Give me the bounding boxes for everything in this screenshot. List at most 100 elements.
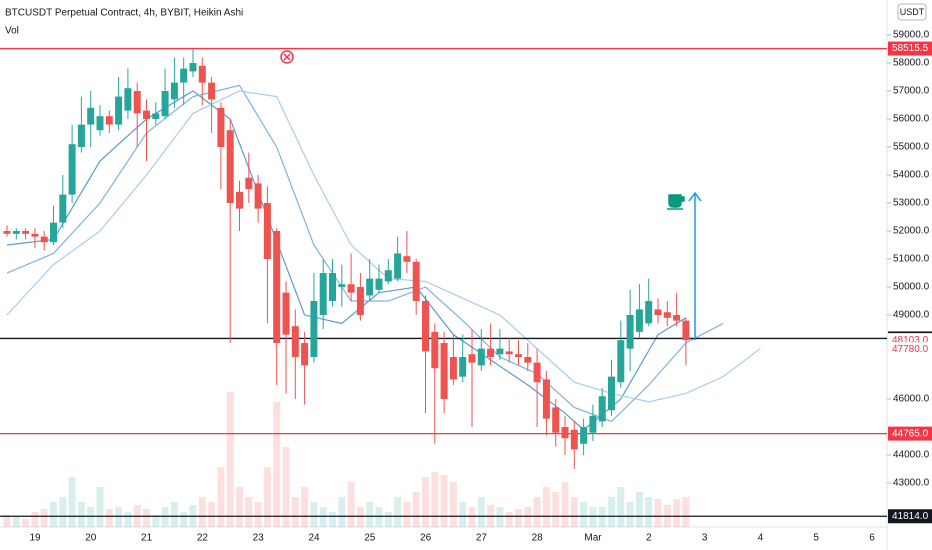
volume-bar (515, 509, 522, 527)
candle-body (468, 354, 476, 363)
x-tick-label: 27 (476, 533, 488, 544)
volume-bar (208, 502, 216, 527)
volume-bar (459, 502, 467, 527)
y-tick-label: 52000.0 (893, 226, 930, 237)
candles (3, 49, 690, 470)
cup-icon (667, 194, 685, 210)
volume-bar (50, 502, 57, 527)
volume-bar (394, 497, 402, 527)
volume-bar (403, 502, 411, 527)
x-tick-label: 28 (532, 533, 544, 544)
axes: 59000.0 58000.0 57000.0 56000.0 55000.0 54000… (29, 30, 929, 544)
volume-bar (319, 507, 327, 527)
level-label-box (888, 41, 932, 56)
level-label-box (888, 426, 932, 441)
candle-body (115, 96, 123, 125)
volume-bar (273, 402, 281, 527)
volume-bar (310, 502, 318, 527)
candle-body (40, 236, 48, 243)
volume-bar (198, 497, 206, 527)
candle-body (319, 273, 327, 316)
candle-body (542, 379, 550, 419)
candle-body (589, 415, 597, 433)
volume-bar (608, 497, 615, 527)
price-label: 47780.0 (892, 344, 929, 355)
candle-body (226, 130, 234, 204)
volume-bar (3, 515, 11, 527)
y-tick-label: 44000.0 (893, 450, 930, 461)
arrow-head (688, 191, 702, 202)
candle-body (682, 320, 690, 341)
candle-body (524, 357, 532, 363)
volume-bar (291, 497, 299, 527)
candle-body (77, 124, 85, 148)
level-label-box (888, 509, 932, 524)
indicator-label: Vol (5, 26, 19, 37)
y-tick-label: 57000.0 (893, 86, 930, 97)
volume-bar (31, 512, 39, 527)
volume-bar (96, 487, 104, 527)
volume-bar (598, 507, 606, 527)
volume-bar (87, 507, 95, 527)
y-tick-label: 49000.0 (893, 310, 930, 321)
x-tick-label: 23 (253, 533, 265, 544)
volume-bar (68, 477, 76, 527)
candle-body (3, 231, 11, 234)
candle-body (552, 407, 560, 433)
candle-body (22, 231, 30, 234)
x-tick-label: 3 (702, 533, 708, 544)
candle-body (245, 177, 253, 190)
volume-bar (22, 519, 30, 527)
candle-body (263, 203, 271, 260)
volume-bar (263, 467, 271, 527)
candle-body (403, 256, 411, 262)
x-tick-label: 20 (85, 533, 97, 544)
candle-body (291, 326, 299, 358)
candle-body (533, 362, 541, 383)
volume-bar (496, 507, 504, 527)
volume-bar (143, 509, 150, 527)
candle-body (347, 284, 355, 293)
candle-body (31, 233, 39, 237)
y-tick-label: 56000.0 (893, 114, 930, 125)
volume-bar (282, 447, 290, 527)
volume-bar (552, 492, 560, 527)
level-label: 44765.0 (892, 428, 929, 439)
cross-icon-mark (283, 53, 291, 61)
candle-body (635, 309, 643, 332)
candle-body (356, 287, 364, 316)
candle-body (440, 343, 448, 400)
volume-bar (40, 509, 48, 527)
volume-bar (152, 515, 160, 527)
volume-bar (431, 472, 439, 527)
x-tick-label: 4 (758, 533, 764, 544)
candle-body (254, 183, 262, 209)
candle-body (626, 315, 634, 349)
candle-body (189, 63, 197, 72)
currency[interactable]: USDT (900, 7, 925, 17)
candle-body (580, 427, 588, 444)
candle-body (617, 340, 625, 383)
volume-bar (384, 512, 392, 527)
currency-box[interactable] (897, 3, 927, 21)
volume-bar (542, 487, 550, 527)
volume-bar (59, 497, 67, 527)
volume-bar (422, 477, 429, 527)
y-tick-label: 51000.0 (893, 254, 930, 265)
level-label: 41814.0 (892, 511, 929, 522)
candle-body (515, 354, 522, 358)
candle-body (152, 113, 160, 120)
volume-bar (124, 512, 132, 527)
y-tick-label: 43000.0 (893, 478, 930, 489)
volume-bar (617, 487, 625, 527)
candle-body (412, 261, 420, 302)
candle-body (366, 278, 374, 296)
volume-bar (477, 497, 485, 527)
volume-bar (580, 502, 588, 527)
x-tick-label: 5 (813, 533, 819, 544)
volume-bar (236, 487, 243, 527)
candle-body (422, 301, 429, 352)
candle-body (338, 284, 346, 288)
